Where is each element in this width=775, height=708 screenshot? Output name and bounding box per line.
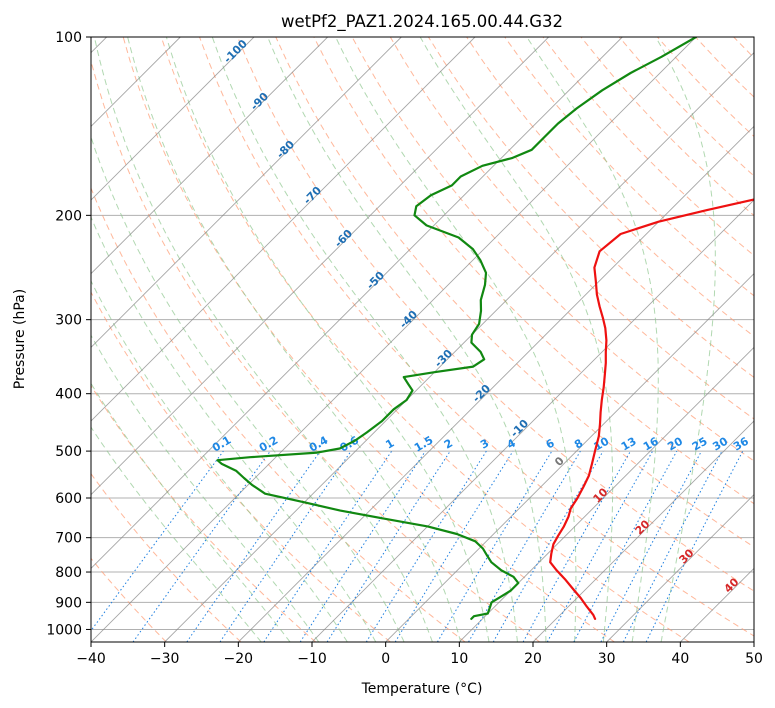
pressure-gridlines	[91, 37, 754, 630]
x-axis-title: Temperature (°C)	[361, 681, 483, 697]
x-tick-label: −20	[224, 651, 254, 667]
x-tick-label: 10	[450, 651, 468, 667]
moist-adiabat-line	[165, 37, 490, 642]
mixing-ratio-lines	[91, 450, 744, 642]
y-tick-label: 400	[55, 387, 82, 403]
isotherm-line	[532, 420, 754, 642]
y-tick-label: 100	[55, 30, 82, 46]
dry-adiabat-line	[351, 37, 754, 462]
temperature-profile-line	[549, 198, 754, 621]
y-axis-ticks: 1000 900 800 700 600 500 400 300 200 100	[46, 30, 91, 638]
profile-series	[216, 37, 754, 621]
moist-adiabat-line	[655, 37, 716, 642]
dry-adiabat-line	[160, 37, 690, 642]
mixing-ratio-line	[263, 450, 393, 642]
moist-adiabat-line	[526, 37, 659, 642]
isotherms	[91, 37, 754, 642]
y-tick-label: 900	[55, 595, 82, 611]
mixing-ratio-line	[186, 450, 321, 642]
mixing-ratio-line	[573, 450, 678, 642]
isotherm-line	[91, 37, 549, 496]
x-tick-label: 20	[524, 651, 542, 667]
mixing-ratio-line	[394, 450, 514, 642]
moist-adiabat-line	[91, 215, 377, 642]
mixing-ratio-line	[219, 450, 352, 642]
moist-adiabat-line	[211, 37, 518, 642]
isotherm-line	[385, 273, 754, 642]
moist-adiabat-line	[91, 382, 291, 642]
isotherm-line	[164, 52, 754, 642]
mixing-ratio-line	[326, 450, 451, 642]
dry-adiabat-line	[389, 37, 754, 420]
mixing-ratio-line	[132, 450, 271, 642]
y-tick-label: 200	[55, 208, 82, 224]
isotherm-line	[91, 37, 402, 348]
isotherm-line	[91, 37, 623, 569]
y-tick-label: 800	[55, 565, 82, 581]
dry-adiabat-line	[237, 37, 754, 592]
dry-adiabat-line	[504, 37, 754, 297]
x-tick-label: 0	[381, 651, 390, 667]
dewpoint-profile-line	[216, 37, 698, 621]
dry-adiabat-line	[275, 37, 754, 548]
x-tick-label: −10	[297, 651, 327, 667]
dry-adiabat-line	[91, 186, 466, 642]
mixing-ratio-line	[299, 450, 426, 642]
moist-adiabat-line	[419, 37, 614, 642]
x-axis-ticks: −40 −30 −20 −10 0 10 20 30 40 50	[76, 642, 763, 667]
dry-adiabat-line	[91, 384, 317, 642]
x-tick-label: 50	[745, 651, 763, 667]
dry-adiabat-line	[466, 37, 754, 338]
moist-adiabat-line	[91, 334, 320, 642]
isotherm-line	[91, 37, 255, 201]
chart-title: wetPf2_PAZ1.2024.165.00.44.G32	[281, 12, 563, 32]
y-tick-label: 300	[55, 313, 82, 329]
x-tick-label: 30	[598, 651, 616, 667]
moist-adiabat-line	[267, 37, 547, 642]
isotherm-line	[459, 346, 754, 642]
moist-adiabat-line	[91, 426, 262, 642]
y-axis-title: Pressure (hPa)	[12, 289, 28, 389]
y-tick-label: 600	[55, 491, 82, 507]
axes-frame	[90, 36, 755, 643]
x-tick-label: −40	[76, 651, 106, 667]
y-tick-label: 1000	[46, 622, 82, 638]
isotherm-line	[91, 37, 476, 422]
isotherm-line	[91, 37, 697, 642]
dry-adiabat-line	[122, 37, 615, 642]
isotherm-line	[311, 199, 754, 642]
mixing-ratio-line	[645, 450, 744, 642]
moist-adiabat-line	[335, 37, 577, 642]
mixing-ratio-line	[522, 450, 631, 642]
dry-adiabat-line	[427, 37, 754, 378]
y-tick-label: 500	[55, 444, 82, 460]
isotherm-line	[91, 37, 328, 275]
mixing-ratio-line	[546, 450, 654, 642]
plot-area: -100-90-80-70-60-50-40-30-20-10010203040…	[91, 37, 754, 642]
y-tick-label: 700	[55, 531, 82, 547]
dry-adiabat-line	[91, 472, 242, 642]
moist-adiabat-line	[91, 135, 405, 642]
moist-adiabat-line	[127, 37, 462, 642]
dry-adiabat-line	[91, 59, 541, 642]
isotherm-line	[606, 494, 754, 642]
isotherm-line	[238, 125, 754, 642]
x-tick-label: 40	[671, 651, 689, 667]
moist-adiabat-line	[93, 37, 433, 642]
mixing-ratio-line	[91, 450, 224, 632]
x-tick-label: −30	[150, 651, 180, 667]
dry-adiabat-line	[91, 291, 391, 642]
moist-adiabats	[91, 37, 716, 642]
